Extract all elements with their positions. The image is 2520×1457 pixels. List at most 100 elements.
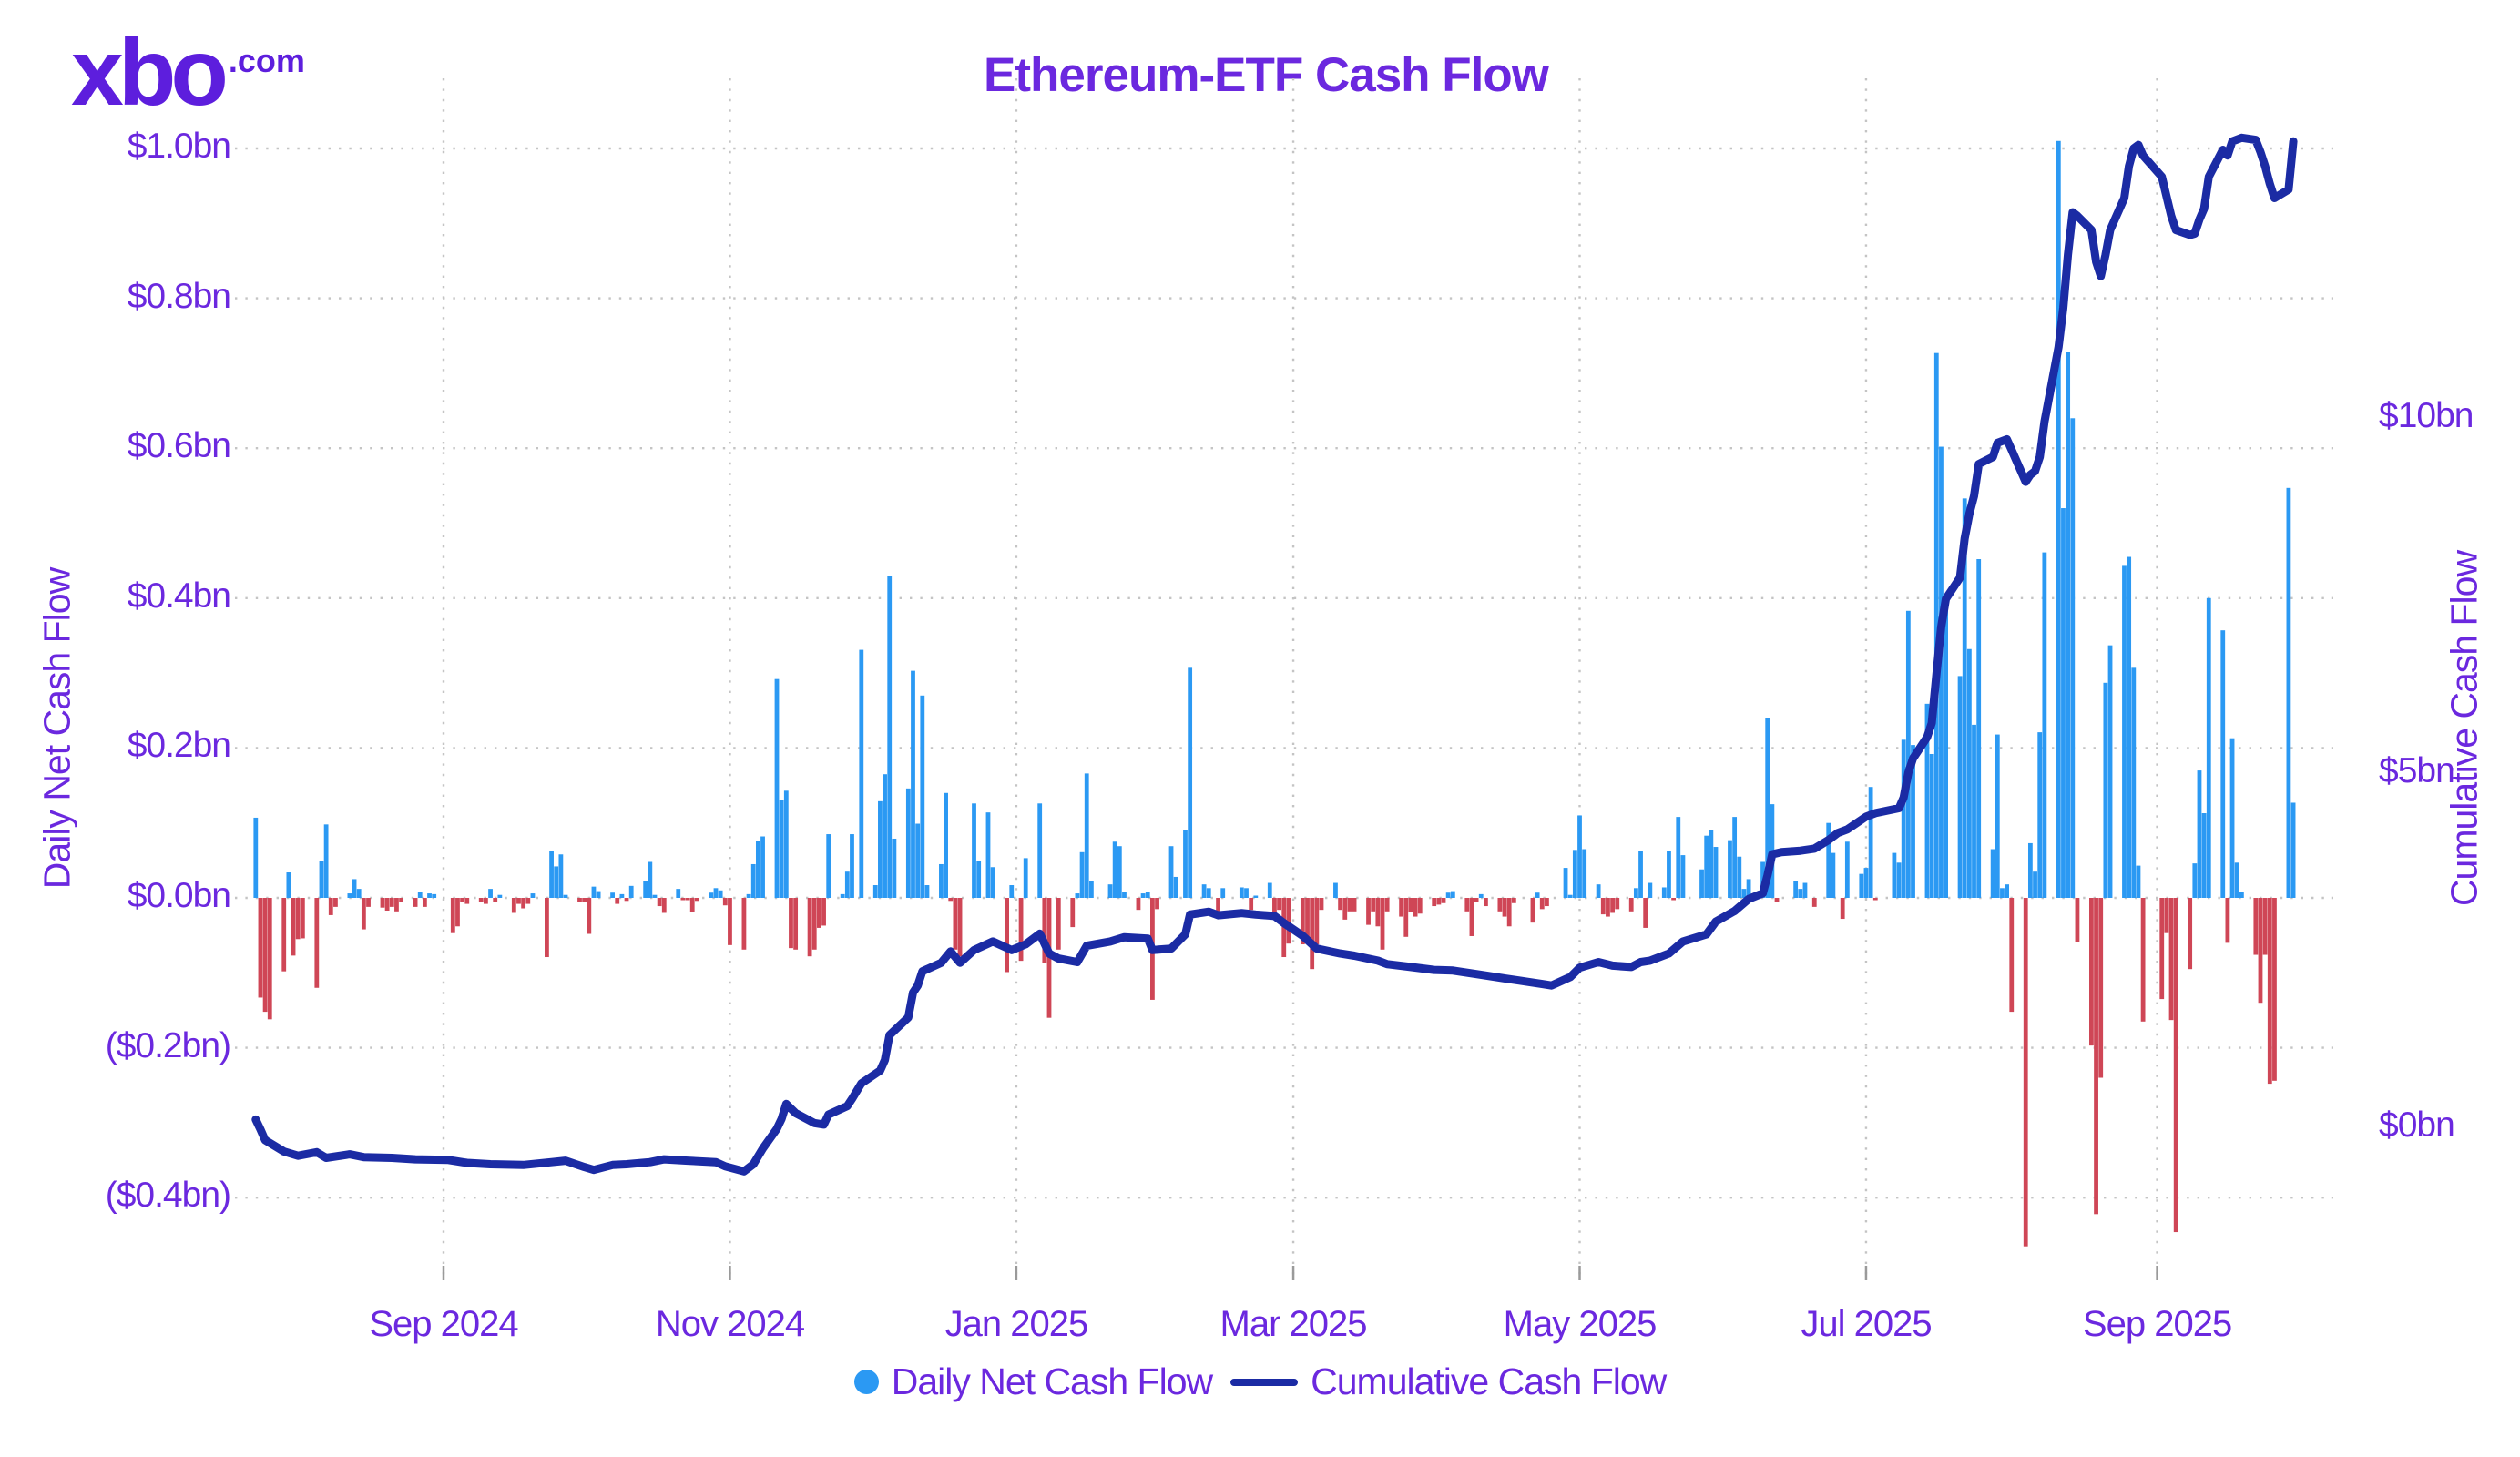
navy-line-icon — [1230, 1378, 1299, 1386]
daily-net-flow-bar — [591, 886, 597, 898]
daily-net-flow-bar — [2127, 556, 2132, 898]
daily-net-flow-bar — [1600, 898, 1606, 915]
daily-net-flow-bar — [1929, 753, 1934, 898]
daily-net-flow-bar — [1497, 898, 1503, 912]
daily-net-flow-bar — [2253, 898, 2259, 955]
daily-net-flow-bar — [1511, 898, 1516, 903]
daily-net-flow-bar — [2089, 898, 2094, 1046]
daily-net-flow-bar — [2107, 645, 2113, 898]
daily-net-flow-bar — [722, 898, 728, 906]
left-axis-tick-label: $0.8bn — [127, 276, 231, 316]
daily-net-flow-bar — [1924, 703, 1930, 898]
daily-net-flow-bar — [1577, 815, 1582, 898]
daily-net-flow-bar — [2042, 552, 2047, 898]
daily-net-flow-bar — [826, 834, 831, 898]
daily-net-flow-bar — [911, 670, 915, 898]
daily-net-flow-bar — [2000, 888, 2005, 898]
daily-net-flow-bar — [1005, 898, 1009, 973]
daily-net-flow-bar — [1545, 898, 1549, 907]
daily-net-flow-bar — [1441, 898, 1446, 903]
daily-net-flow-bar — [760, 836, 765, 898]
daily-net-flow-bar — [1728, 840, 1732, 898]
daily-net-flow-bar — [2286, 487, 2291, 898]
daily-net-flow-bar — [1413, 898, 1418, 917]
daily-net-flow-bar — [1484, 898, 1488, 907]
daily-net-flow-bar — [1216, 898, 1220, 912]
daily-net-flow-bar — [2220, 630, 2226, 898]
legend-item-daily-net-cash-flow[interactable]: Daily Net Cash Flow — [853, 1360, 1213, 1403]
daily-net-flow-bar — [1676, 817, 1681, 898]
daily-net-flow-bar — [427, 893, 432, 898]
daily-net-flow-bar — [1474, 898, 1479, 902]
daily-net-flow-bar — [422, 898, 427, 907]
daily-net-flow-bar — [957, 898, 963, 957]
daily-net-flow-bar — [380, 898, 385, 908]
daily-net-flow-bar — [516, 898, 521, 904]
daily-net-flow-bar — [2066, 352, 2071, 899]
daily-net-flow-bar — [924, 885, 930, 898]
daily-net-flow-bar — [1633, 888, 1638, 898]
daily-net-flow-bar — [1905, 610, 1911, 898]
daily-net-flow-bar — [1145, 892, 1150, 898]
daily-net-flow-bar — [676, 889, 681, 898]
daily-net-flow-bar — [1347, 898, 1352, 912]
daily-net-flow-bar — [652, 894, 658, 898]
daily-net-flow-bar — [2201, 813, 2207, 898]
xbo-logo-text: xbo — [71, 20, 229, 126]
daily-net-flow-bar — [1638, 851, 1643, 898]
daily-net-flow-bar — [1023, 858, 1028, 898]
daily-net-flow-bar — [807, 898, 812, 957]
daily-net-flow-bar — [2023, 898, 2028, 1247]
daily-net-flow-bar — [1018, 898, 1024, 962]
daily-net-flow-bar — [1826, 822, 1831, 898]
daily-net-flow-bar — [1155, 898, 1159, 910]
daily-net-flow-bar — [1286, 898, 1291, 944]
x-axis-tick-label: May 2025 — [1503, 1304, 1658, 1344]
daily-net-flow-bar — [323, 824, 329, 898]
daily-net-flow-bar — [1737, 856, 1742, 898]
daily-net-flow-bar — [985, 812, 991, 898]
daily-net-flow-bar — [1338, 898, 1343, 911]
daily-net-flow-bar — [1502, 898, 1507, 917]
daily-net-flow-bar — [1793, 881, 1799, 898]
daily-net-flow-bar — [1582, 849, 1587, 898]
daily-net-flow-bar — [1939, 446, 1944, 898]
daily-net-flow-bar — [1868, 787, 1873, 898]
daily-net-flow-bar — [817, 898, 821, 928]
legend-item-cumulative-cash-flow[interactable]: Cumulative Cash Flow — [1230, 1360, 1667, 1403]
daily-net-flow-bar — [1122, 892, 1127, 898]
daily-net-flow-bar — [1713, 847, 1719, 898]
daily-net-flow-bar — [1300, 898, 1305, 945]
daily-net-flow-bar — [352, 879, 357, 898]
daily-net-flow-bar — [2168, 898, 2174, 1021]
daily-net-flow-bar — [905, 788, 911, 898]
daily-net-flow-bar — [1117, 846, 1122, 898]
daily-net-flow-bar — [1333, 882, 1338, 898]
x-axis-tick-label: Jul 2025 — [1801, 1304, 1932, 1344]
daily-net-flow-bar — [844, 871, 850, 898]
daily-net-flow-bar — [821, 898, 826, 926]
daily-net-flow-bar — [2061, 508, 2066, 898]
daily-net-flow-bar — [2272, 898, 2277, 1081]
daily-net-flow-bar — [2103, 682, 2108, 898]
daily-net-flow-bar — [2098, 898, 2104, 1078]
daily-net-flow-bar — [333, 898, 338, 907]
daily-net-flow-bar — [1403, 898, 1409, 937]
daily-net-flow-bar — [990, 867, 995, 898]
daily-net-flow-bar — [2140, 898, 2146, 1022]
daily-net-flow-bar — [648, 861, 653, 898]
daily-net-flow-bar — [2239, 892, 2244, 898]
left-axis-tick-label: $0.2bn — [127, 726, 231, 766]
daily-net-flow-bar — [1088, 881, 1094, 898]
daily-net-flow-bar — [750, 863, 756, 898]
legend-label-cumulative: Cumulative Cash Flow — [1311, 1360, 1667, 1402]
daily-net-flow-bar — [1667, 851, 1671, 898]
daily-net-flow-bar — [525, 898, 531, 904]
daily-net-flow-bar — [1610, 898, 1615, 913]
daily-net-flow-bar — [2267, 898, 2272, 1085]
daily-net-flow-bar — [628, 885, 634, 898]
daily-net-flow-bar — [1774, 898, 1780, 902]
daily-net-flow-bar — [2136, 865, 2141, 898]
daily-net-flow-bar — [610, 892, 615, 898]
daily-net-flow-bar — [1911, 745, 1915, 898]
